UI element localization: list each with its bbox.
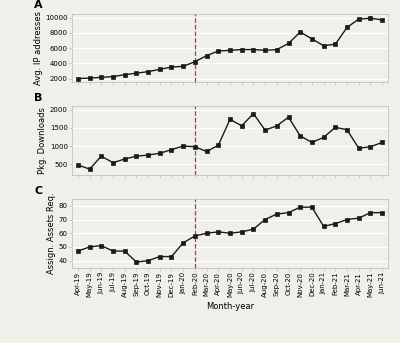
X-axis label: Month-year: Month-year bbox=[206, 301, 254, 311]
Text: B: B bbox=[34, 93, 42, 103]
Y-axis label: Pkg. Downloads: Pkg. Downloads bbox=[38, 107, 47, 174]
Text: A: A bbox=[34, 0, 43, 10]
Text: C: C bbox=[34, 186, 42, 196]
Y-axis label: Avg. IP addresses: Avg. IP addresses bbox=[34, 11, 42, 85]
Y-axis label: Assign. Assets Req.: Assign. Assets Req. bbox=[47, 192, 56, 274]
